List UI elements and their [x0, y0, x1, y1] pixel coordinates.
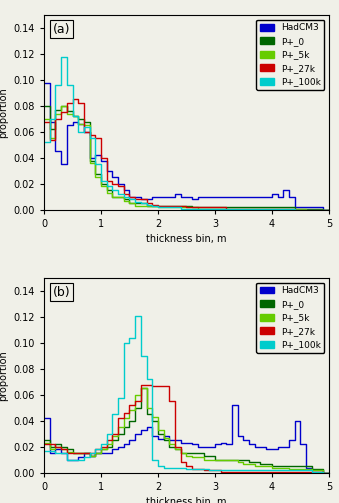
- Legend: HadCM3, P+_0, P+_5k, P+_27k, P+_100k: HadCM3, P+_0, P+_5k, P+_27k, P+_100k: [257, 20, 324, 90]
- Y-axis label: proportion: proportion: [0, 87, 8, 138]
- X-axis label: thickness bin, m: thickness bin, m: [146, 497, 227, 503]
- Text: (a): (a): [53, 23, 70, 36]
- X-axis label: thickness bin, m: thickness bin, m: [146, 234, 227, 244]
- Y-axis label: proportion: proportion: [0, 350, 8, 401]
- Legend: HadCM3, P+_0, P+_5k, P+_27k, P+_100k: HadCM3, P+_0, P+_5k, P+_27k, P+_100k: [257, 283, 324, 353]
- Text: (b): (b): [53, 286, 70, 299]
